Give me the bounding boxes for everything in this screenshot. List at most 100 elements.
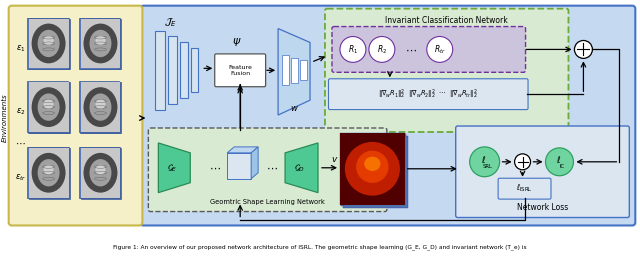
Bar [79,81,120,132]
Ellipse shape [38,93,60,121]
Circle shape [545,148,573,176]
Text: $v$: $v$ [332,155,339,164]
Text: $R_2$: $R_2$ [377,43,387,56]
Bar [29,82,68,132]
Ellipse shape [90,93,111,121]
Ellipse shape [345,142,400,196]
Ellipse shape [44,99,54,109]
Text: $\psi$: $\psi$ [232,36,242,48]
Bar [227,153,251,179]
Text: Figure 1: An overview of our proposed network architecture of ISRL. The geometri: Figure 1: An overview of our proposed ne… [113,244,527,250]
Ellipse shape [44,36,54,46]
Bar [79,147,120,198]
FancyBboxPatch shape [9,6,142,226]
FancyBboxPatch shape [215,54,266,87]
Text: Network Loss: Network Loss [517,203,568,212]
Bar [27,81,68,132]
Bar [79,18,120,69]
Text: IC: IC [560,164,565,169]
Bar [28,147,68,198]
Ellipse shape [31,87,65,127]
Circle shape [575,40,593,58]
Text: $\mathcal{J}_E$: $\mathcal{J}_E$ [164,16,177,29]
Text: $\varepsilon_1$: $\varepsilon_1$ [16,43,26,54]
Bar [156,30,165,110]
Bar [28,82,68,133]
Bar [81,82,120,132]
Circle shape [470,147,500,177]
Text: $\cdots$: $\cdots$ [266,163,278,173]
FancyBboxPatch shape [328,79,528,110]
Bar [340,133,405,205]
FancyBboxPatch shape [140,6,636,226]
Text: $w$: $w$ [290,104,298,113]
Ellipse shape [83,87,118,127]
Bar [191,48,198,92]
Text: Invariant Classification Network: Invariant Classification Network [385,16,508,25]
Bar [28,18,68,69]
Text: Geomtric Shape Learning Network: Geomtric Shape Learning Network [210,199,324,205]
Circle shape [515,154,531,170]
Bar [341,134,406,206]
Ellipse shape [38,159,60,186]
Ellipse shape [90,30,111,57]
Circle shape [340,37,366,62]
Bar [81,19,122,69]
Text: $\ell$: $\ell$ [481,154,486,165]
Circle shape [369,37,395,62]
Ellipse shape [44,165,54,175]
Ellipse shape [95,165,106,175]
Text: $\varepsilon_2$: $\varepsilon_2$ [16,107,26,117]
Text: SRL: SRL [483,164,493,169]
Text: Feature
Fusion: Feature Fusion [228,65,252,76]
Bar [340,133,405,205]
Bar [291,58,298,83]
Ellipse shape [38,30,60,57]
Bar [81,148,120,198]
Bar [300,60,307,80]
FancyBboxPatch shape [456,126,629,218]
Text: Environments: Environments [2,94,8,142]
Polygon shape [158,143,190,193]
Bar [27,147,68,198]
Bar [343,136,408,208]
Text: $\ell$: $\ell$ [556,154,561,165]
FancyBboxPatch shape [332,27,525,72]
Bar [27,18,68,69]
Bar [29,19,70,69]
FancyBboxPatch shape [325,9,568,132]
Text: $\cdots$: $\cdots$ [209,163,221,173]
Text: $R_1$: $R_1$ [348,43,358,56]
Polygon shape [251,147,258,179]
Polygon shape [278,28,310,115]
Text: $\ell_{\mathrm{ISRL}}$: $\ell_{\mathrm{ISRL}}$ [516,183,533,194]
Text: $\mathcal{G}_D$: $\mathcal{G}_D$ [294,162,306,174]
Polygon shape [227,147,258,153]
Bar [282,55,289,85]
Ellipse shape [31,24,65,63]
Bar [180,42,188,98]
Ellipse shape [83,24,118,63]
Ellipse shape [31,153,65,193]
Bar [81,19,120,68]
Bar [79,82,120,133]
Bar [79,18,120,69]
Ellipse shape [95,99,106,109]
Bar [168,37,177,104]
Bar [81,82,122,133]
Bar [81,148,122,199]
Bar [29,19,68,68]
Text: $\cdots$: $\cdots$ [15,138,26,148]
Polygon shape [285,143,318,193]
Text: $\|\nabla_w R_1\|_2^2$  $\|\nabla_w R_2\|_2^2$  $\cdots$  $\|\nabla_w R_{tr}\|_2: $\|\nabla_w R_1\|_2^2$ $\|\nabla_w R_2\|… [378,88,477,101]
FancyBboxPatch shape [498,178,551,199]
Ellipse shape [364,157,381,171]
Bar [29,148,68,198]
Ellipse shape [83,153,118,193]
Text: $\varepsilon_{tr}$: $\varepsilon_{tr}$ [15,173,26,183]
Ellipse shape [356,151,388,183]
Bar [79,147,120,198]
Text: $\mathcal{G}_E$: $\mathcal{G}_E$ [167,162,178,174]
Ellipse shape [90,159,111,186]
FancyBboxPatch shape [148,128,387,211]
